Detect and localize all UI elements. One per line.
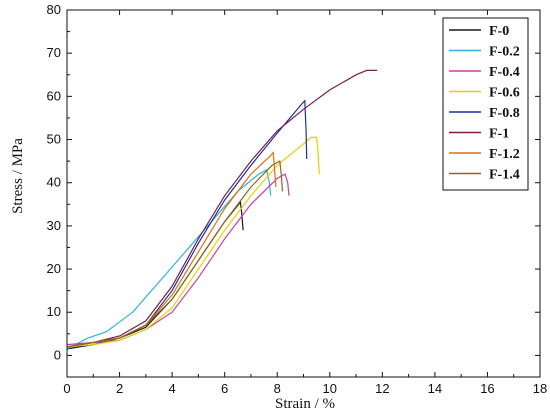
x-tick-label: 6 (221, 381, 228, 396)
x-tick-label: 16 (480, 381, 494, 396)
legend-label: F-0.4 (489, 65, 520, 80)
legend-label: F-0.6 (489, 86, 520, 101)
y-tick-label: 40 (47, 175, 61, 190)
legend-label: F-0.2 (489, 45, 520, 60)
series-line-f-1-4 (66, 160, 284, 348)
y-tick-label: 50 (47, 132, 61, 147)
x-tick-label: 10 (323, 381, 337, 396)
legend-box (442, 17, 529, 191)
legend-label: F-1.4 (489, 168, 520, 183)
y-tick-label: 20 (47, 261, 61, 276)
plot-area (66, 69, 378, 350)
legend-label: F-0 (489, 24, 509, 39)
x-tick-label: 2 (116, 381, 123, 396)
y-axis-title: Stress / MPa (10, 138, 26, 214)
y-tick-label: 80 (47, 2, 61, 17)
x-tick-label: 0 (63, 381, 70, 396)
x-tick-label: 18 (533, 381, 547, 396)
series-line-f-0-2 (66, 168, 272, 350)
series-line-f-1-2 (66, 151, 277, 348)
series-line-f-0 (66, 200, 244, 350)
series-line-f-1 (66, 69, 378, 348)
y-tick-label: 70 (47, 45, 61, 60)
x-tick-label: 12 (375, 381, 389, 396)
x-tick-label: 8 (274, 381, 281, 396)
legend: F-0 F-0.2 F-0.4 F-0.6 F-0.8 F-1 F-1.2 F-1.4 (442, 17, 529, 191)
x-tick-label: 4 (168, 381, 175, 396)
series-line-f-0-6 (66, 136, 320, 348)
y-tick-label: 10 (47, 304, 61, 319)
legend-label: F-1.2 (489, 147, 520, 162)
x-axis-title: Strain / % (275, 396, 335, 412)
y-tick-label: 60 (47, 88, 61, 103)
x-tick-label: 14 (428, 381, 442, 396)
legend-label: F-1 (489, 127, 509, 142)
y-tick-label: 30 (47, 218, 61, 233)
y-tick-label: 0 (54, 347, 61, 362)
legend-label: F-0.8 (489, 106, 520, 121)
axes: 0 2 4 6 8 10 12 14 16 18 0 10 20 30 40 50 60 70 80 (47, 2, 548, 396)
